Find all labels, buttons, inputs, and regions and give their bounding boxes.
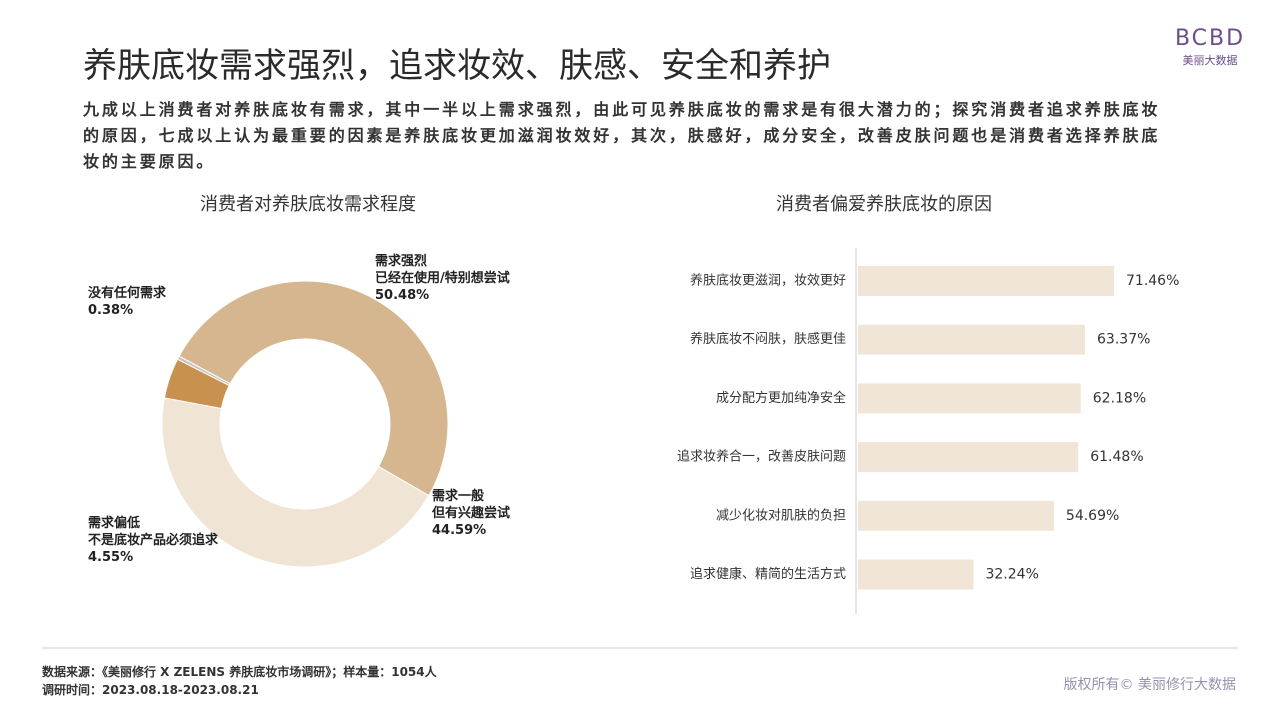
bar-value: 54.69% [1066,508,1119,524]
bar-value: 62.18% [1093,390,1146,406]
slice-label: 没有任何需求 [88,286,167,301]
bar-value: 32.24% [985,567,1038,583]
donut-slice [176,355,231,387]
bar-value: 71.46% [1126,273,1179,289]
slice-label: 需求偏低 不是底妆产品必须追求 [88,516,219,548]
bar [858,559,974,590]
bar-value: 63.37% [1097,332,1150,348]
bar [858,266,1114,296]
chart-title: 消费者对养肤底妆需求程度 [200,194,416,215]
bar-category: 成分配方更加纯净安全 [716,390,846,406]
donut-slice [178,280,449,497]
bar-category: 养肤底妆不闷肤，肤感更佳 [690,331,846,347]
logo-sub: 美丽大数据 [1182,54,1238,67]
slice-value: 44.59% [432,523,487,538]
footer-date: 调研时间：2023.08.18-2023.08.21 [42,683,259,697]
bar-category: 追求健康、精简的生活方式 [690,566,846,582]
slice-label: 需求一般 但有兴趣尝试 [432,489,511,521]
bar [858,324,1086,355]
footer-source: 数据来源：《美丽修行 X ZELENS 养肤底妆市场调研》；样本量：1054人 [42,665,437,679]
bar-category: 减少化妆对肌肤的负担 [716,507,846,523]
bar [858,383,1081,414]
bar-value: 61.48% [1090,449,1143,465]
slice-value: 4.55% [88,550,134,565]
slice-value: 0.38% [88,303,134,318]
donut-slice [161,397,430,568]
copyright: 版权所有© 美丽修行大数据 [1063,677,1236,693]
logo: BCBD [1174,26,1246,51]
chart-title: 消费者偏爱养肤底妆的原因 [776,194,992,215]
slice-label: 需求强烈 已经在使用/特别想尝试 [375,254,510,286]
bar [858,500,1054,531]
page-title: 养肤底妆需求强烈，追求妆效、肤感、安全和养护 [83,46,831,86]
slice-value: 50.48% [375,288,430,303]
bar-category: 追求妆养合一，改善皮肤问题 [677,449,846,465]
bar-category: 养肤底妆更滋润，妆效更好 [690,273,846,289]
bar [858,442,1079,473]
subtitle: 九成以上消费者对养肤底妆有需求，其中一半以上需求强烈，由此可见养肤底妆的需求是有… [83,100,1161,171]
